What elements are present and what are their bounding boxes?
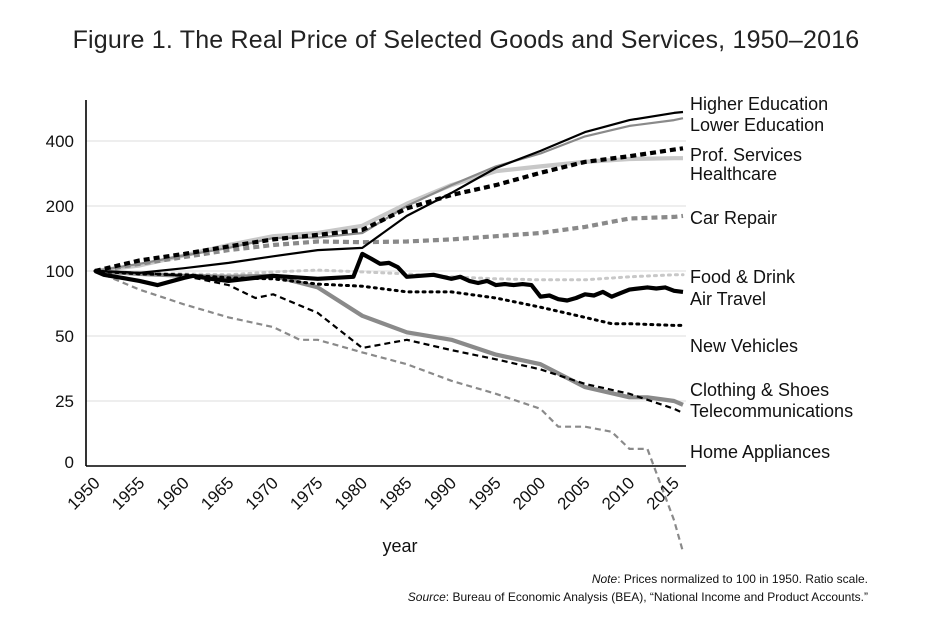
series-label: Healthcare	[690, 164, 777, 184]
series-line-higher-education	[94, 110, 684, 274]
x-tick-label: 1995	[465, 473, 505, 513]
source-label: Source	[407, 590, 446, 604]
note-label: Note	[591, 572, 618, 586]
x-axis-title: year	[382, 536, 417, 556]
note-line: Note: Prices normalized to 100 in 1950. …	[592, 572, 868, 586]
source-line: Source: Bureau of Economic Analysis (BEA…	[408, 590, 868, 604]
y-tick-label: 200	[46, 197, 74, 216]
series-line-prof-services	[94, 146, 684, 274]
y-tick-label: 0	[65, 453, 74, 472]
x-tick-label: 1965	[197, 473, 237, 513]
y-tick-label: 25	[55, 392, 74, 411]
y-tick-label: 100	[46, 262, 74, 281]
series-label: Air Travel	[690, 289, 766, 309]
series-line-home-appliances	[94, 269, 685, 553]
note-text: : Prices normalized to 100 in 1950. Rati…	[617, 572, 868, 586]
source-text: : Bureau of Economic Analysis (BEA), “Na…	[445, 590, 868, 604]
series-label: Telecommunications	[690, 401, 853, 421]
series-label: Food & Drink	[690, 267, 796, 287]
series-lines	[93, 110, 685, 553]
x-tick-label: 1985	[375, 473, 415, 513]
series-label: Home Appliances	[690, 442, 830, 462]
x-tick-label: 1970	[242, 473, 282, 513]
y-tick-label: 400	[46, 132, 74, 151]
x-tick-label: 1955	[108, 473, 148, 513]
chart-title: Figure 1. The Real Price of Selected Goo…	[72, 26, 860, 54]
x-tick-label: 2010	[598, 473, 638, 513]
series-label: Prof. Services	[690, 145, 802, 165]
x-tick-label: 1960	[153, 473, 193, 513]
series-line-telecommunications	[94, 269, 684, 414]
x-tick-label: 2000	[509, 473, 549, 513]
x-tick-label: 1980	[331, 473, 371, 513]
series-line-healthcare	[94, 156, 683, 274]
series-label: Lower Education	[690, 115, 824, 135]
x-tick-label: 1950	[64, 473, 104, 513]
x-tick-label: 2005	[554, 473, 594, 513]
series-label: Higher Education	[690, 94, 828, 114]
x-tick-label: 1975	[286, 473, 326, 513]
y-tick-label: 50	[55, 327, 74, 346]
axes	[85, 100, 686, 467]
x-tick-label: 1990	[420, 473, 460, 513]
y-tick-labels: 0 25 50 100 200 400	[46, 132, 74, 472]
series-line-air-travel	[94, 251, 684, 303]
x-tick-label: 2015	[643, 473, 683, 513]
series-label: Car Repair	[690, 208, 777, 228]
gridlines	[86, 140, 686, 402]
series-label: New Vehicles	[690, 336, 798, 356]
x-tick-labels: 1950 1955 1960 1965 1970 1975 1980 1985 1990 1995…	[64, 473, 683, 513]
series-line-car-repair	[94, 213, 684, 274]
series-label: Clothing & Shoes	[690, 380, 829, 400]
